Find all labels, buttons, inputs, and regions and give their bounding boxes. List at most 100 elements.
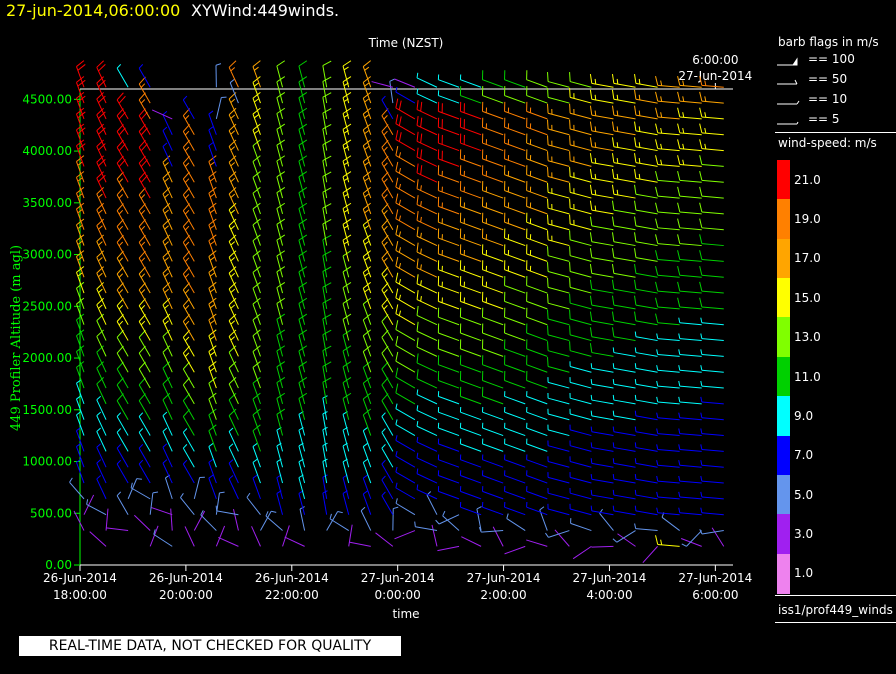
barb-flag <box>589 263 593 274</box>
barb-flag <box>322 76 332 82</box>
barb-shaft <box>438 79 460 88</box>
barb-flag <box>569 341 571 351</box>
wind-barb <box>138 171 151 199</box>
wind-barb <box>208 313 217 341</box>
barb-shaft <box>701 179 724 183</box>
barb-shaft <box>679 290 702 294</box>
barb-shaft <box>482 316 504 326</box>
barb-shaft <box>96 431 107 452</box>
barb-half-flag <box>364 193 370 198</box>
barb-flag <box>162 313 171 321</box>
wind-barb <box>504 501 526 516</box>
wind-barb <box>437 355 460 373</box>
barb-shaft <box>116 432 129 452</box>
barb-half-flag <box>98 193 103 198</box>
barb-half-flag <box>209 240 215 245</box>
wind-barb <box>526 149 548 167</box>
barb-shaft <box>504 158 526 167</box>
barb-half-flag <box>634 473 637 480</box>
barb-shaft <box>381 368 394 389</box>
barb-shaft <box>657 211 680 215</box>
wind-barb <box>569 151 592 167</box>
wind-barb <box>611 89 636 104</box>
barb-shaft <box>701 369 724 373</box>
wind-barb <box>504 276 526 294</box>
wind-barb <box>481 406 504 421</box>
wind-barb <box>416 468 438 484</box>
barb-shaft <box>162 431 173 452</box>
barb-half-flag <box>364 98 370 103</box>
barb-shaft <box>96 367 107 389</box>
wind-barb <box>381 282 394 310</box>
wind-barb <box>526 470 548 484</box>
barb-shaft <box>438 142 460 152</box>
barb-shaft <box>613 162 636 167</box>
barb-shaft <box>613 241 636 247</box>
barb-shaft <box>76 462 85 484</box>
barb-shaft <box>679 195 702 199</box>
wind-barb <box>634 473 658 484</box>
barb-half-flag <box>383 257 388 262</box>
wind-barb <box>395 86 416 104</box>
barb-flag <box>655 139 659 149</box>
wind-barb <box>228 377 239 405</box>
wind-barb <box>138 203 151 230</box>
x-tick-time: 6:00:00 <box>692 588 738 602</box>
barb-shaft <box>200 514 217 531</box>
wind-barb <box>138 329 151 357</box>
barb-shaft <box>547 508 570 516</box>
barb-flag <box>655 107 659 118</box>
wind-barb <box>299 506 306 531</box>
barb-shaft <box>591 399 614 405</box>
x-tick-date: 27-Jun-2014 <box>361 571 435 585</box>
wind-barb <box>228 107 239 135</box>
barb-shaft <box>138 337 151 357</box>
barb-shaft <box>162 352 173 373</box>
barb-half-flag <box>77 272 83 277</box>
barb-half-flag <box>209 335 215 340</box>
barb-flag <box>228 202 237 211</box>
wind-barb <box>395 177 416 199</box>
wind-barb <box>459 228 482 247</box>
wind-barb <box>526 181 548 199</box>
barb-shaft <box>298 224 306 246</box>
wind-barb <box>375 532 394 547</box>
wind-barb <box>322 361 332 389</box>
barb-flag <box>77 64 86 71</box>
barb-shaft <box>539 509 548 531</box>
wind-barb <box>395 225 416 246</box>
barb-flag <box>208 297 217 305</box>
barb-half-flag <box>616 158 619 164</box>
barb-shaft <box>322 445 328 468</box>
wind-barb <box>116 266 129 294</box>
barb-shaft <box>504 506 526 516</box>
barb-shaft <box>547 350 570 357</box>
barb-shaft <box>76 367 85 389</box>
barb-flag <box>634 216 637 226</box>
barb-shaft <box>657 132 680 136</box>
barb-shaft <box>416 251 438 262</box>
wind-barb <box>395 498 416 516</box>
barb-shaft <box>299 508 306 531</box>
barb-flag <box>252 107 261 115</box>
barb-shaft <box>298 97 306 120</box>
wind-barb <box>572 545 592 560</box>
barb-shaft <box>394 78 416 88</box>
barb-shaft <box>570 191 592 199</box>
wind-barb <box>76 234 85 262</box>
barb-flag <box>228 187 237 195</box>
wind-barb <box>228 187 239 215</box>
barb-shaft <box>657 448 680 452</box>
barb-flag <box>677 186 681 197</box>
speed-swatch <box>777 356 790 397</box>
barb-shaft <box>506 518 526 531</box>
wind-barb <box>180 493 195 516</box>
wind-barb <box>182 250 195 278</box>
barb-half-flag <box>700 475 703 482</box>
barb-half-flag <box>229 79 235 84</box>
wind-barb <box>416 88 438 104</box>
wind-barb <box>526 355 548 373</box>
wind-barb <box>208 376 217 405</box>
barb-shaft <box>526 475 548 484</box>
barb-half-flag <box>208 142 214 147</box>
